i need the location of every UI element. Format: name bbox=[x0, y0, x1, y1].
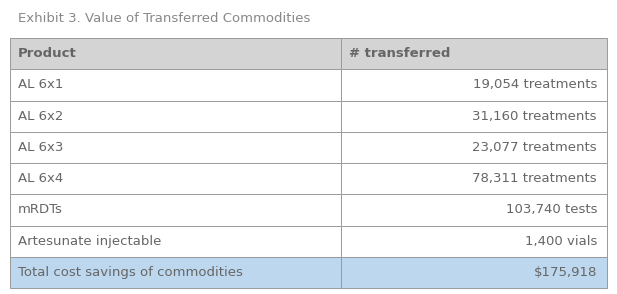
Text: AL 6x3: AL 6x3 bbox=[18, 141, 64, 154]
Text: 78,311 treatments: 78,311 treatments bbox=[473, 172, 597, 185]
Bar bbox=[10, 194, 341, 225]
Bar bbox=[341, 163, 607, 194]
Text: mRDTs: mRDTs bbox=[18, 203, 63, 216]
Bar bbox=[10, 101, 341, 132]
Bar bbox=[341, 69, 607, 101]
Bar bbox=[341, 225, 607, 257]
Bar bbox=[10, 225, 341, 257]
Text: 1,400 vials: 1,400 vials bbox=[524, 235, 597, 248]
Text: 19,054 treatments: 19,054 treatments bbox=[473, 78, 597, 91]
Bar bbox=[341, 132, 607, 163]
Bar bbox=[10, 194, 341, 225]
Bar bbox=[341, 225, 607, 257]
Bar bbox=[341, 38, 607, 69]
Text: AL 6x4: AL 6x4 bbox=[18, 172, 64, 185]
Text: 23,077 treatments: 23,077 treatments bbox=[473, 141, 597, 154]
Bar bbox=[341, 194, 607, 225]
Bar bbox=[341, 257, 607, 288]
Text: Artesunate injectable: Artesunate injectable bbox=[18, 235, 162, 248]
Bar bbox=[10, 225, 341, 257]
Bar bbox=[10, 132, 341, 163]
Bar bbox=[341, 101, 607, 132]
Text: Product: Product bbox=[18, 47, 77, 60]
Bar bbox=[10, 132, 341, 163]
Bar bbox=[10, 163, 341, 194]
Text: 31,160 treatments: 31,160 treatments bbox=[473, 110, 597, 123]
Text: Total cost savings of commodities: Total cost savings of commodities bbox=[18, 266, 243, 279]
Bar bbox=[341, 101, 607, 132]
Bar bbox=[10, 257, 341, 288]
Bar bbox=[10, 38, 341, 69]
Text: $175,918: $175,918 bbox=[534, 266, 597, 279]
Bar bbox=[341, 257, 607, 288]
Bar bbox=[341, 132, 607, 163]
Bar bbox=[341, 163, 607, 194]
Bar bbox=[341, 194, 607, 225]
Bar bbox=[341, 38, 607, 69]
Bar bbox=[341, 69, 607, 101]
Text: AL 6x2: AL 6x2 bbox=[18, 110, 64, 123]
Bar bbox=[10, 257, 341, 288]
Bar bbox=[10, 38, 341, 69]
Text: # transferred: # transferred bbox=[349, 47, 450, 60]
Bar bbox=[10, 101, 341, 132]
Bar bbox=[10, 163, 341, 194]
Text: 103,740 tests: 103,740 tests bbox=[505, 203, 597, 216]
Text: AL 6x1: AL 6x1 bbox=[18, 78, 64, 91]
Text: Exhibit 3. Value of Transferred Commodities: Exhibit 3. Value of Transferred Commodit… bbox=[18, 11, 310, 24]
Bar bbox=[10, 69, 341, 101]
Bar bbox=[10, 69, 341, 101]
